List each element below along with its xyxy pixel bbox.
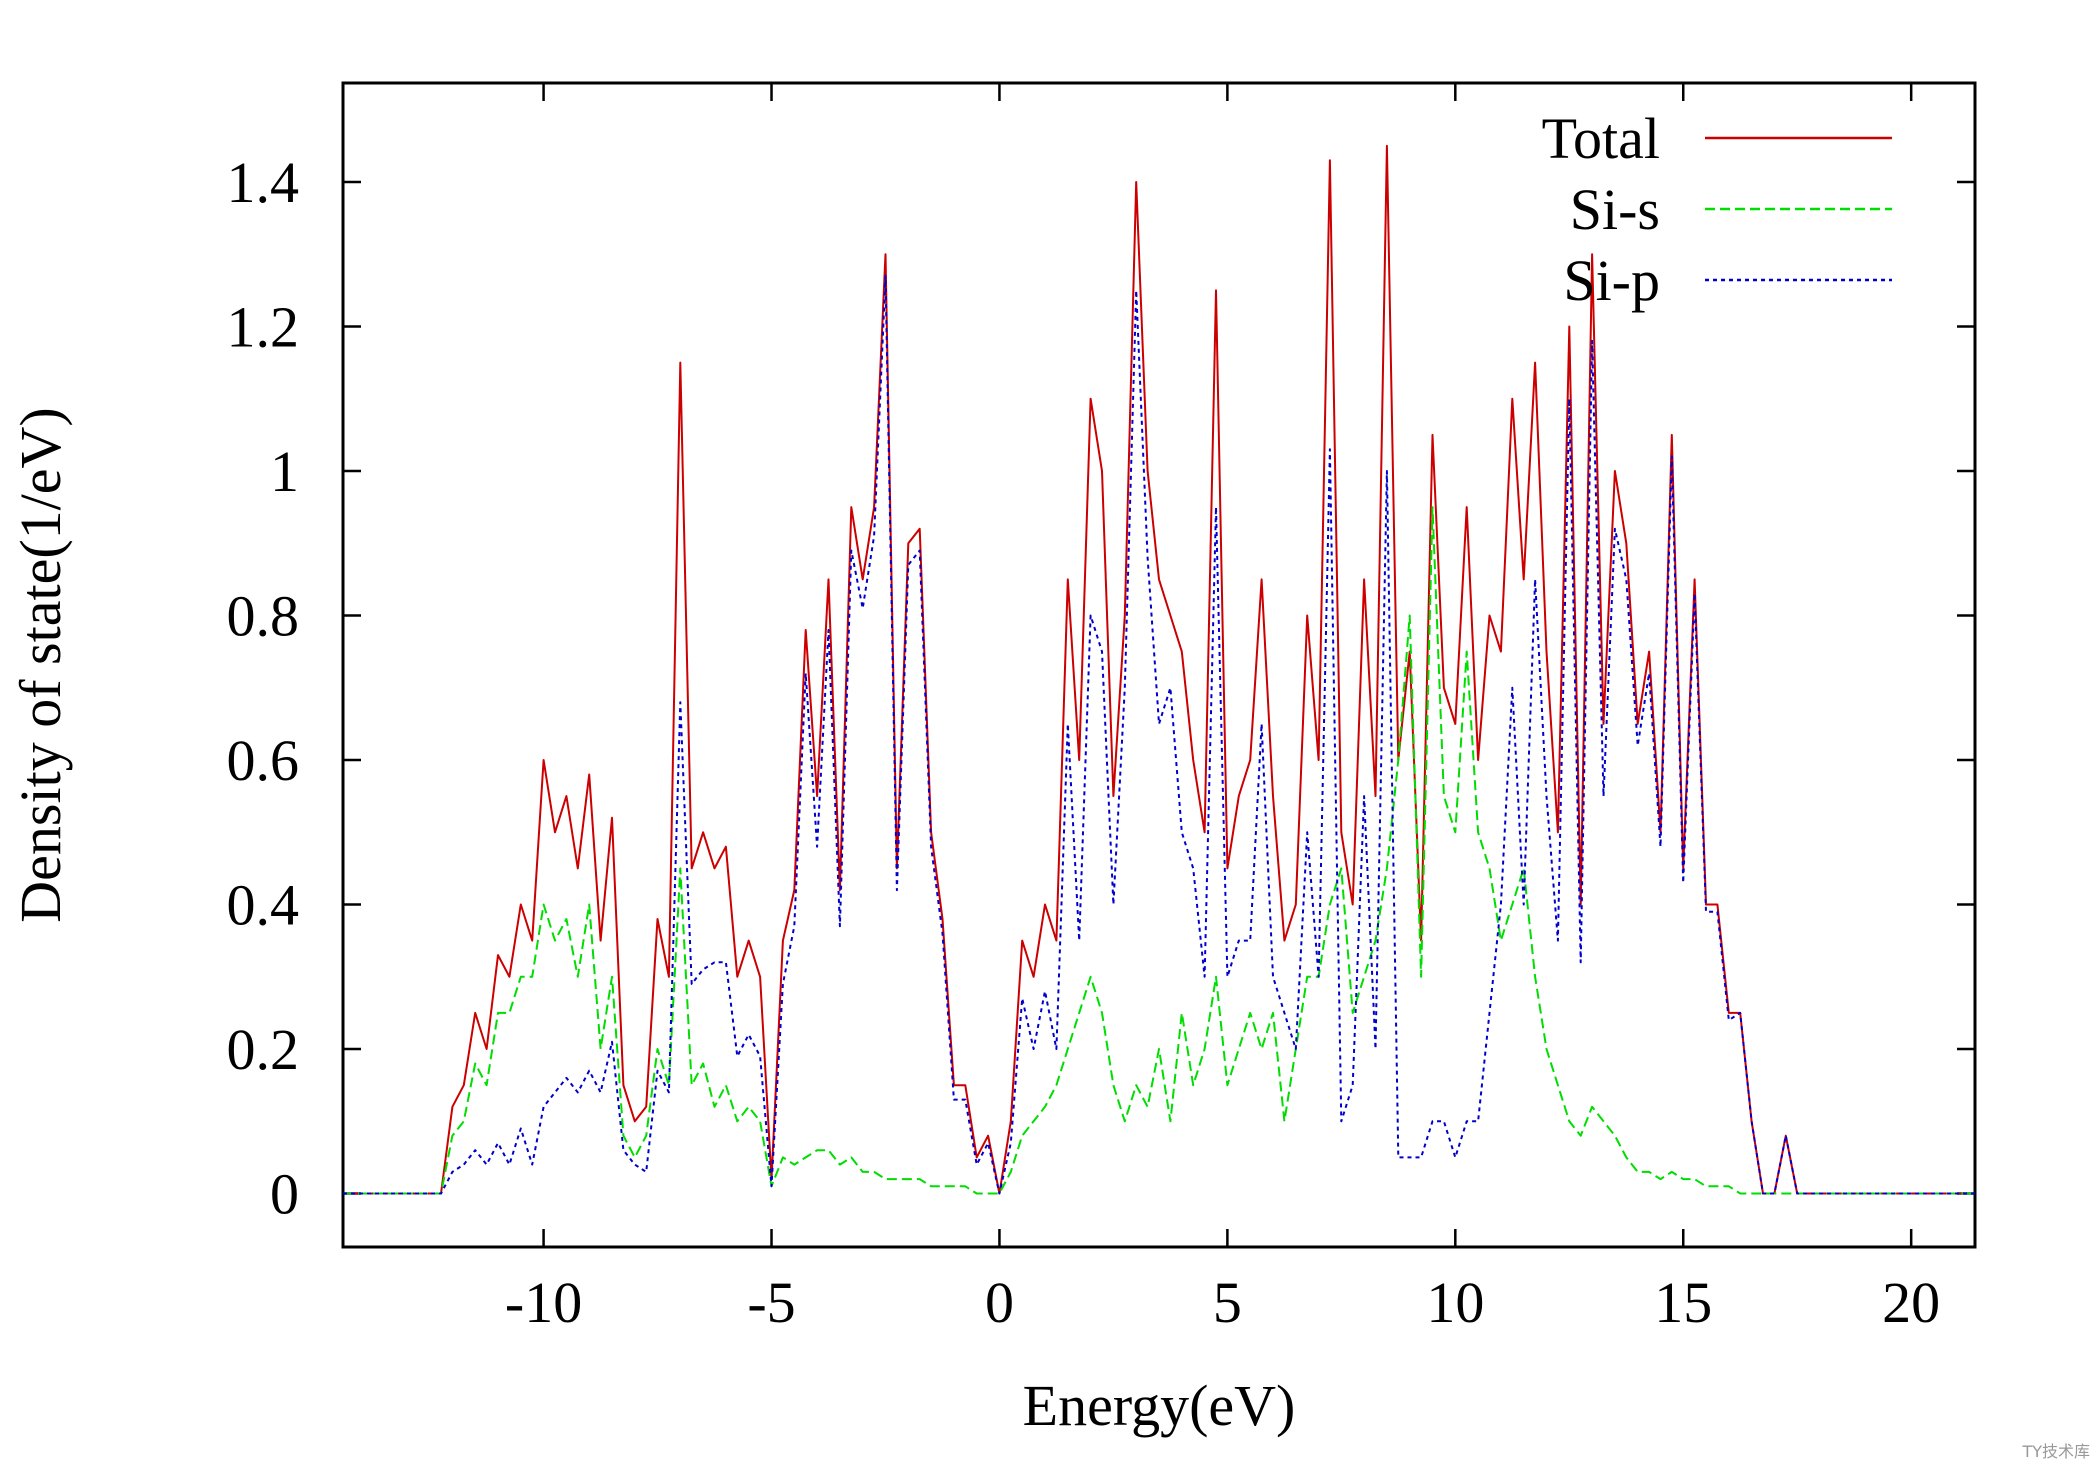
y-tick-label: 1.2 (227, 294, 300, 359)
plot-frame (341, 81, 1977, 1249)
y-tick-label: 1.4 (227, 150, 300, 215)
plot-area (343, 144, 1975, 1195)
series-line (343, 144, 1975, 1195)
x-tick-label: 5 (1213, 1270, 1242, 1335)
y-tick-label: 0.2 (227, 1017, 300, 1082)
legend-label: Total (1542, 106, 1660, 171)
x-tick-label: 10 (1426, 1270, 1484, 1335)
legend-label: Si-s (1570, 177, 1660, 242)
x-axis-label: Energy(eV) (1023, 1373, 1296, 1438)
x-tick-label: 15 (1654, 1270, 1712, 1335)
series-line (343, 274, 1975, 1195)
x-tick-label: 20 (1882, 1270, 1940, 1335)
x-tick-label: 0 (985, 1270, 1014, 1335)
y-axis-label: Density of state(1/eV) (8, 407, 73, 922)
y-tick-label: 0 (270, 1162, 299, 1227)
watermark: TY技术库 (2021, 1442, 2090, 1461)
x-tick-label: -5 (747, 1270, 795, 1335)
y-tick-label: 1 (270, 439, 299, 504)
y-tick-label: 0.4 (227, 873, 300, 938)
series-line (343, 506, 1975, 1195)
y-tick-label: 0.8 (227, 584, 300, 649)
legend-label: Si-p (1563, 248, 1660, 313)
x-tick-label: -10 (505, 1270, 582, 1335)
y-tick-label: 0.6 (227, 728, 300, 793)
